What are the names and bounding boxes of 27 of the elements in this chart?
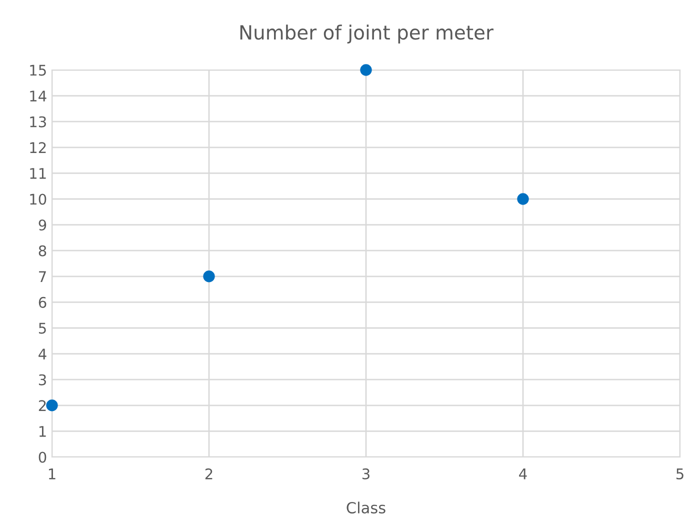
x-tick-label: 2 — [205, 468, 212, 480]
point — [203, 270, 215, 282]
chart-title: Number of joint per meter — [240, 24, 494, 44]
y-tick-label: 7 — [39, 271, 46, 282]
x-tick-label: 1 — [48, 468, 56, 480]
point — [360, 64, 372, 76]
y-tick-label: 15 — [30, 64, 46, 76]
y-tick-label: 6 — [38, 296, 46, 308]
y-tick-label: 1 — [39, 426, 46, 437]
y-tick-label: 4 — [38, 348, 46, 360]
y-tick-label: 10 — [30, 194, 46, 205]
point — [517, 193, 529, 205]
x-tick-label: 4 — [519, 468, 527, 480]
y-tick-label: 9 — [38, 220, 46, 231]
x-tick-label: 5 — [676, 468, 684, 480]
y-tick-label: 13 — [30, 116, 46, 128]
y-tick-label: 11 — [30, 168, 46, 179]
y-tick-label: 3 — [38, 374, 46, 386]
y-tick-label: 5 — [38, 322, 46, 334]
y-tick-label: 2 — [38, 400, 46, 411]
y-tick-label: 14 — [30, 90, 46, 102]
x-axis-title: Class — [346, 502, 386, 514]
x-tick-label: 3 — [362, 468, 370, 480]
y-tick-label: 0 — [38, 452, 46, 463]
point — [46, 400, 58, 412]
y-tick-label: 8 — [38, 245, 46, 256]
y-tick-label: 12 — [30, 142, 46, 153]
